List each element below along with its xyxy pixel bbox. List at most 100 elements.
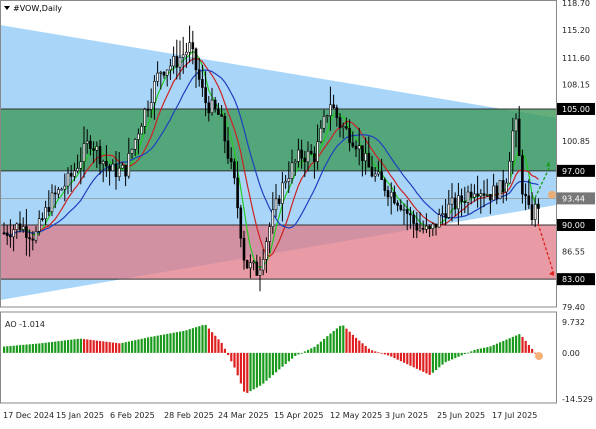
ao-bar — [444, 352, 447, 363]
candle-body — [425, 225, 428, 230]
price-label-bg — [557, 164, 595, 177]
ao-bar — [255, 352, 258, 388]
candle-body — [434, 223, 438, 228]
resistance-zone — [0, 108, 556, 171]
candle-body — [95, 146, 99, 151]
candle-body — [47, 207, 51, 213]
ao-bar — [227, 352, 230, 356]
candle-body — [213, 99, 217, 110]
candle-body — [524, 193, 527, 197]
price-label-bg — [557, 102, 595, 115]
ao-bar — [6, 346, 9, 353]
ao-bar — [515, 335, 518, 353]
candle-body — [233, 161, 236, 179]
ao-bar — [99, 340, 102, 353]
candle-body — [508, 160, 511, 184]
candle-body — [476, 193, 479, 197]
candle-body — [79, 161, 83, 169]
ao-bar — [51, 341, 54, 353]
ao-bar — [483, 347, 486, 353]
ao-bar — [387, 352, 390, 356]
candle-body — [5, 232, 9, 236]
ao-bar — [476, 349, 479, 353]
candle-body — [178, 57, 182, 68]
candle-body — [12, 229, 15, 238]
candle-body — [207, 102, 211, 114]
date-tick: 3 Jun 2025 — [385, 411, 428, 420]
ao-bar — [316, 344, 319, 353]
candle-body — [220, 114, 223, 117]
chart-title[interactable]: #VOW,Daily — [4, 4, 62, 13]
candle-body — [245, 259, 249, 269]
indicator-frame — [0, 311, 557, 404]
ao-bar — [297, 352, 300, 355]
ao-bar — [495, 343, 498, 353]
ao-bar — [179, 331, 182, 353]
candle-body — [428, 225, 431, 229]
ao-bar — [127, 341, 130, 353]
candle-body — [172, 56, 175, 67]
candle-body — [162, 71, 166, 76]
ao-bar — [355, 337, 358, 353]
candle-body — [364, 153, 367, 162]
candle-body — [370, 166, 374, 177]
ao-histogram — [3, 324, 543, 393]
candle-body — [18, 223, 22, 230]
candle-body — [210, 99, 214, 114]
candle-body — [415, 223, 419, 231]
candle-body — [140, 125, 143, 135]
ao-bar — [403, 352, 406, 363]
candle-body — [236, 177, 239, 209]
current-price-dot — [548, 190, 556, 199]
candle-body — [441, 213, 444, 215]
dropdown-triangle-icon[interactable] — [4, 6, 10, 10]
candle-body — [421, 227, 425, 230]
candle-body — [252, 261, 255, 264]
ao-bar — [275, 352, 278, 373]
candle-body — [297, 149, 300, 162]
candle-body — [194, 48, 198, 71]
candle-body — [489, 194, 492, 201]
ao-bar — [249, 352, 252, 392]
ao-bar — [508, 338, 511, 353]
ao-bar — [118, 343, 121, 353]
candle-body — [130, 149, 134, 154]
candle-body — [377, 171, 380, 175]
chart-title-text: #VOW,Daily — [13, 4, 62, 13]
candles — [2, 25, 540, 292]
price-tick: 108.15 — [562, 81, 590, 90]
candle-body — [229, 158, 233, 163]
ma-mid-line — [3, 57, 539, 258]
candle-body — [322, 115, 326, 129]
candle-body — [466, 191, 470, 203]
ao-bar — [217, 339, 220, 353]
ao-bar — [419, 352, 422, 371]
ao-bar — [86, 339, 89, 353]
ao-bar — [310, 348, 313, 353]
ao-bar — [422, 352, 425, 372]
ao-bar — [287, 352, 290, 362]
candle-body — [412, 214, 415, 224]
candle-body — [25, 226, 28, 238]
candle-body — [44, 207, 47, 219]
ao-bar — [383, 352, 386, 355]
ao-bar — [479, 348, 482, 353]
ao-bar — [271, 352, 274, 376]
ao-bar — [473, 349, 476, 353]
candle-body — [380, 171, 383, 181]
ao-bar — [239, 352, 242, 384]
candle-body — [28, 237, 31, 240]
candle-body — [357, 145, 361, 150]
candle-body — [460, 195, 463, 202]
ao-bar — [236, 352, 239, 376]
candle-body — [521, 155, 524, 195]
candle-body — [223, 116, 227, 142]
candle-body — [124, 164, 127, 177]
candle-body — [290, 162, 294, 179]
price-label: 93.44 — [562, 194, 585, 203]
ao-bar — [172, 332, 175, 353]
arrow-up — [534, 165, 551, 199]
candle-body — [463, 201, 467, 203]
